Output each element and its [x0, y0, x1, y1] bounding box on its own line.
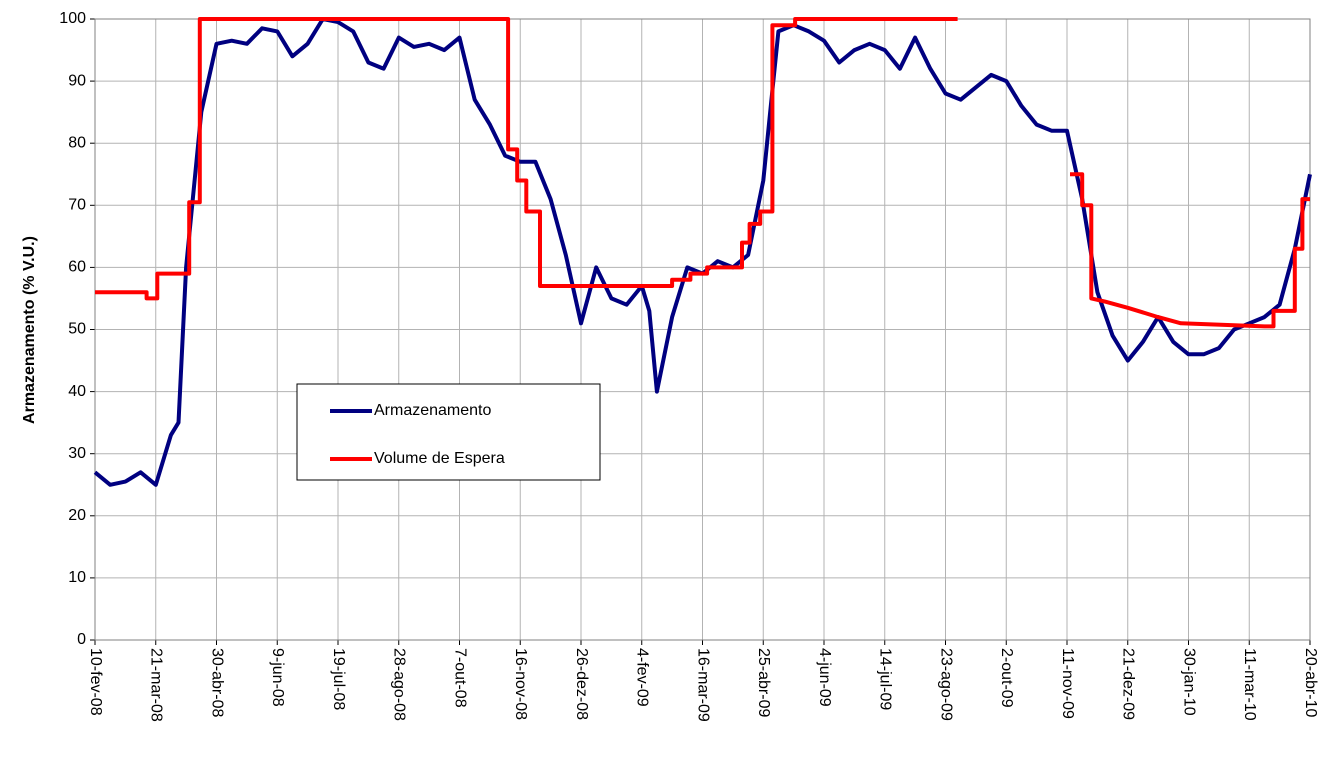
x-tick-label: 25-abr-09 — [755, 648, 772, 717]
x-tick-label: 30-abr-08 — [208, 648, 225, 717]
legend-label: Armazenamento — [374, 402, 491, 419]
x-tick-label: 23-ago-09 — [937, 648, 954, 721]
y-tick-label: 30 — [68, 445, 86, 462]
y-tick-label: 20 — [68, 507, 86, 524]
x-tick-label: 28-ago-08 — [391, 648, 408, 721]
y-tick-label: 0 — [77, 631, 86, 648]
x-tick-label: 19-jul-08 — [330, 648, 347, 710]
x-tick-label: 30-jan-10 — [1180, 648, 1197, 716]
x-tick-label: 11-nov-09 — [1059, 648, 1076, 719]
y-axis-label: Armazenamento (% V.U.) — [21, 236, 38, 424]
legend-box — [296, 383, 601, 481]
series-line — [95, 17, 1310, 329]
y-tick-label: 40 — [68, 383, 86, 400]
plot-frame — [94, 18, 1311, 641]
x-tick-label: 7-out-08 — [451, 648, 468, 708]
x-tick-label: 16-mar-09 — [694, 648, 711, 722]
y-tick-label: 90 — [68, 72, 86, 89]
y-tick-label: 70 — [68, 197, 86, 214]
x-tick-label: 21-dez-09 — [1120, 648, 1137, 720]
x-tick-label: 20-abr-10 — [1302, 648, 1319, 717]
y-tick-label: 60 — [68, 259, 86, 276]
x-tick-label: 10-fev-08 — [87, 648, 104, 716]
legend-label: Volume de Espera — [374, 450, 505, 467]
x-tick-label: 4-fev-09 — [634, 648, 651, 707]
y-tick-label: 10 — [68, 569, 86, 586]
x-tick-label: 4-jun-09 — [816, 648, 833, 707]
y-tick-label: 100 — [59, 10, 86, 27]
x-tick-label: 16-nov-08 — [512, 648, 529, 720]
x-tick-label: 21-mar-08 — [148, 648, 165, 722]
y-tick-label: 50 — [68, 321, 86, 338]
y-tick-label: 80 — [68, 134, 86, 151]
x-tick-label: 14-jul-09 — [877, 648, 894, 710]
x-tick-label: 11-mar-10 — [1241, 648, 1258, 721]
x-tick-label: 2-out-09 — [998, 648, 1015, 708]
x-tick-label: 26-dez-08 — [573, 648, 590, 720]
x-tick-label: 9-jun-08 — [269, 648, 286, 707]
